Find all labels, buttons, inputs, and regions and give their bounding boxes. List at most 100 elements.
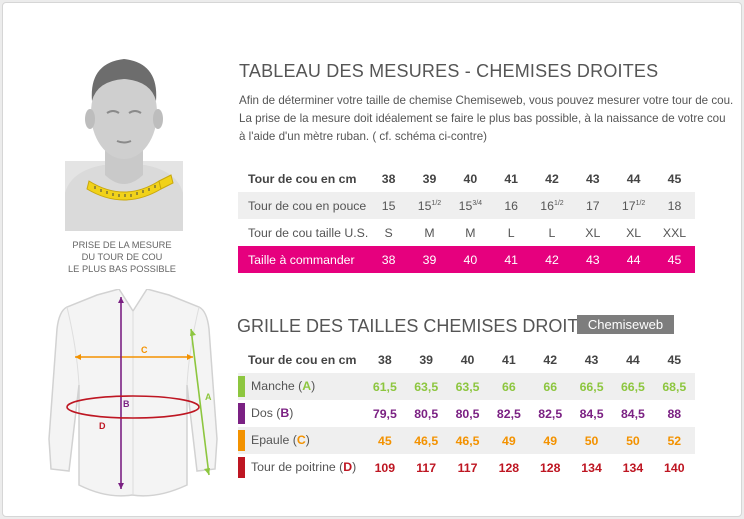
neck-measure-illustration xyxy=(65,59,183,231)
cell-value: 66 xyxy=(488,373,530,400)
cell-value: 84,5 xyxy=(620,406,645,421)
label-b: B xyxy=(123,399,130,409)
label-a: A xyxy=(205,392,212,402)
cell-value: 38 xyxy=(378,352,392,367)
label-c: C xyxy=(141,345,148,355)
cell-value: 82,5 xyxy=(538,406,563,421)
cell-value: 40 xyxy=(463,171,478,186)
cell-value: 45 xyxy=(667,171,682,186)
measure-row: Tour de cou en pouce 15 151/2 153/4 16 161/2 1… xyxy=(238,192,695,219)
measure-row: Tour de cou taille U.S. S M M L L XL XL XXL xyxy=(238,219,695,246)
cell-value: 15 xyxy=(368,192,409,219)
measure-row: Taille à commander 38 39 40 41 42 43 44 45 xyxy=(238,246,695,273)
cell-value: 50 xyxy=(612,427,654,454)
cell-value: 49 xyxy=(529,427,571,454)
cell-value: 117 xyxy=(457,460,478,475)
grid-row: Dos (B) 79,5 80,5 80,5 82,5 82,5 84,5 84,5 88 xyxy=(238,400,695,427)
cell-value: XL xyxy=(585,225,601,240)
cell-value: 40 xyxy=(460,352,475,367)
cell-value: 68,5 xyxy=(653,373,695,400)
cell-value: 63,5 xyxy=(405,373,447,400)
cell-value: 117 xyxy=(416,460,437,475)
cell-value: 38 xyxy=(368,246,409,273)
cell-value: 40 xyxy=(449,246,491,273)
measure-table-title: TABLEAU DES MESURES - CHEMISES DROITES xyxy=(239,61,659,81)
cell-value: 41 xyxy=(504,171,518,186)
label-d: D xyxy=(99,421,106,431)
color-marker xyxy=(238,430,245,451)
row-label: Tour de cou en cm xyxy=(248,352,357,367)
cell-value: 80,5 xyxy=(414,406,439,421)
cell-value: 44 xyxy=(626,352,640,367)
row-label: Tour de poitrine (D) xyxy=(238,454,364,481)
cell-value: L xyxy=(507,225,515,240)
cell-value: 16 xyxy=(490,192,532,219)
cell-value: 44 xyxy=(626,171,641,186)
cell-value: 134 xyxy=(581,460,602,475)
cell-value: 79,5 xyxy=(372,406,397,421)
cell-value: M xyxy=(424,225,435,240)
measure-row: Tour de cou en cm 38 39 40 41 42 43 44 45 xyxy=(238,165,695,192)
cell-value: 41 xyxy=(502,352,516,367)
cell-value: 66,5 xyxy=(612,373,654,400)
cell-value: 39 xyxy=(422,171,437,186)
row-label: Tour de cou en cm xyxy=(248,171,357,186)
cell-value: 88 xyxy=(667,406,682,421)
cell-value: 84,5 xyxy=(579,406,604,421)
cell-value: 49 xyxy=(488,427,530,454)
cell-value: 43 xyxy=(572,246,614,273)
chest-measure-ring xyxy=(66,395,200,419)
intro-text: Afin de déterminer votre taille de chemi… xyxy=(239,94,734,143)
cell-value: 46,5 xyxy=(405,427,447,454)
cell-value: 43 xyxy=(585,171,600,186)
cell-value: 39 xyxy=(419,352,434,367)
cell-value: 41 xyxy=(490,246,532,273)
row-label: Taille à commander xyxy=(238,246,369,273)
cell-value: 153/4 xyxy=(449,192,491,219)
row-label: Tour de cou taille U.S. xyxy=(248,225,369,240)
cell-value: S xyxy=(384,225,393,240)
cell-value: 82,5 xyxy=(496,406,521,421)
cell-value: 151/2 xyxy=(409,192,450,219)
shirt-illustration: C B D A xyxy=(48,289,218,497)
color-marker xyxy=(238,376,245,397)
cell-value: 42 xyxy=(543,352,558,367)
cell-value: 161/2 xyxy=(531,192,573,219)
cell-value: 42 xyxy=(545,171,559,186)
neck-size-table: Tour de cou en cm 38 39 40 41 42 43 44 45 Tour de… xyxy=(238,165,695,273)
cell-value: 42 xyxy=(531,246,573,273)
cell-value: 39 xyxy=(409,246,450,273)
cell-value: 50 xyxy=(570,427,613,454)
grid-row: Epaule (C) 45 46,5 46,5 49 49 50 50 52 xyxy=(238,427,695,454)
sleeve-measure-line xyxy=(190,328,210,476)
cell-value: 63,5 xyxy=(446,373,489,400)
cell-value: 109 xyxy=(374,460,396,475)
cell-value: 44 xyxy=(613,246,655,273)
cell-value: 17 xyxy=(572,192,614,219)
cell-value: 61,5 xyxy=(364,373,406,400)
cell-value: 134 xyxy=(622,460,644,475)
cell-value: 46,5 xyxy=(446,427,489,454)
cell-value: 66 xyxy=(529,373,571,400)
row-label: Epaule (C) xyxy=(238,427,365,454)
cell-value: 171/2 xyxy=(613,192,655,219)
neck-caption: PRISE DE LA MESURE DU TOUR DE COU LE PLU… xyxy=(68,240,176,274)
row-label: Manche (A) xyxy=(238,373,365,400)
cell-value: M xyxy=(465,225,476,240)
cell-value: 38 xyxy=(381,171,396,186)
cell-value: 43 xyxy=(584,352,599,367)
color-marker xyxy=(238,403,245,424)
cell-value: 18 xyxy=(654,192,695,219)
cell-value: 140 xyxy=(664,460,685,475)
cell-value: 52 xyxy=(653,427,695,454)
grid-row: Tour de poitrine (D) 109 117 117 128 128 134 13… xyxy=(238,454,695,481)
color-marker xyxy=(238,457,245,478)
cell-value: 45 xyxy=(654,246,695,273)
cell-value: 80,5 xyxy=(455,406,480,421)
row-label: Tour de cou en pouce xyxy=(238,192,369,219)
size-grid-table: Tour de cou en cm 38 39 40 41 42 43 44 45 Manche … xyxy=(238,346,695,481)
cell-value: 45 xyxy=(364,427,406,454)
cell-value: 66,5 xyxy=(570,373,613,400)
cell-value: XL xyxy=(626,225,642,240)
